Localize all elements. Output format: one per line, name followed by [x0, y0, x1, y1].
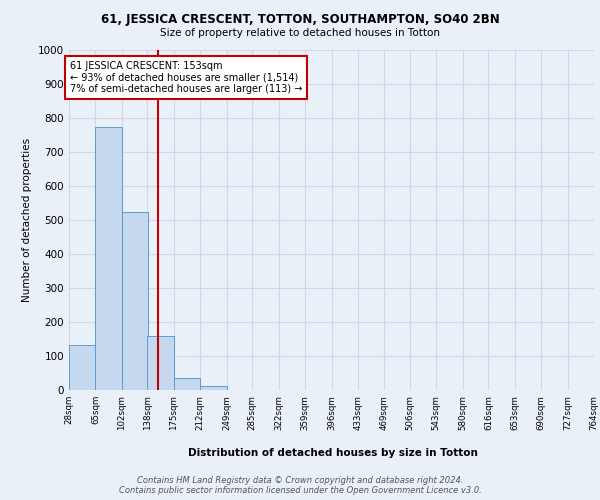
Y-axis label: Number of detached properties: Number of detached properties: [22, 138, 32, 302]
Bar: [148, 336, 174, 390]
Text: Size of property relative to detached houses in Totton: Size of property relative to detached ho…: [160, 28, 440, 38]
Text: 61, JESSICA CRESCENT, TOTTON, SOUTHAMPTON, SO40 2BN: 61, JESSICA CRESCENT, TOTTON, SOUTHAMPTO…: [101, 12, 499, 26]
Bar: [122, 212, 148, 390]
Bar: [95, 126, 122, 390]
Bar: [200, 386, 227, 390]
Bar: [69, 345, 95, 390]
Text: Distribution of detached houses by size in Totton: Distribution of detached houses by size …: [188, 448, 478, 458]
Text: Contains HM Land Registry data © Crown copyright and database right 2024.
Contai: Contains HM Land Registry data © Crown c…: [119, 476, 481, 495]
Bar: [174, 378, 200, 390]
Text: 61 JESSICA CRESCENT: 153sqm
← 93% of detached houses are smaller (1,514)
7% of s: 61 JESSICA CRESCENT: 153sqm ← 93% of det…: [70, 61, 302, 94]
